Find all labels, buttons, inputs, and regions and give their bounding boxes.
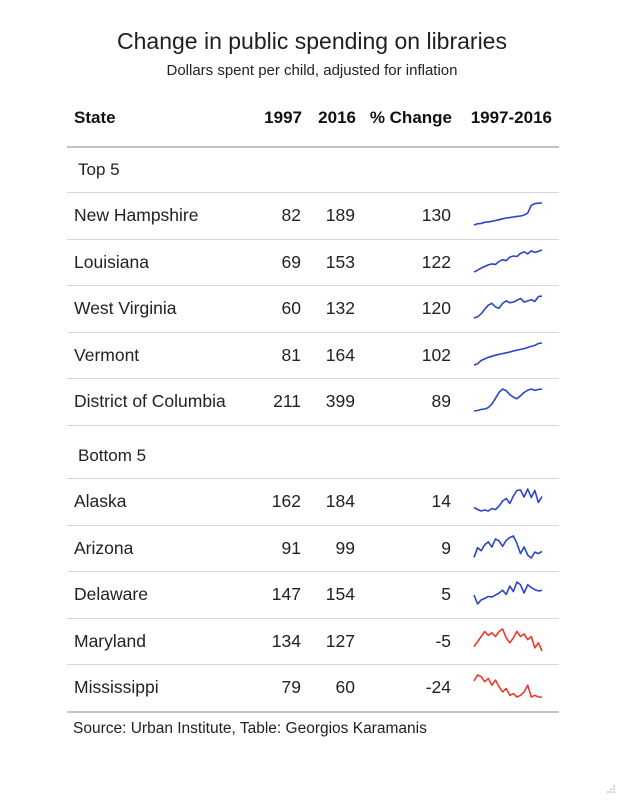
value-1997-cell: 82 [281,205,301,225]
value-1997-cell: 147 [271,584,301,604]
table-row: Louisiana 69 153 122 [67,239,559,285]
value-1997-cell: 81 [281,344,301,365]
sparkline [473,534,543,559]
source-note: Source: Urban Institute, Table: Georgios… [73,720,427,737]
sparkline-series [473,295,543,319]
value-2016-cell: 153 [325,251,355,272]
value-1997-cell: 211 [273,391,301,411]
sparkline-series [473,388,543,412]
value-2016-cell: 154 [325,584,355,604]
value-2016-cell: 132 [325,298,355,318]
row-divider [67,664,559,665]
sparkline [473,341,543,366]
percent-change-cell: 5 [441,584,451,604]
column-header-state: State [74,108,116,127]
sparkline [473,674,542,698]
sparkline-series [473,202,543,226]
state-cell: Maryland [74,630,146,651]
value-2016-cell: 127 [325,630,355,651]
sparkline-series [473,488,543,512]
sparkline-series [473,341,543,366]
sparkline [473,488,543,512]
chart-title: Change in public spending on libraries [117,28,507,54]
table-row: Delaware 147 154 5 [67,571,559,617]
state-cell: Mississippi [74,677,159,697]
table-row: Arizona 91 99 9 [67,525,559,571]
row-divider [67,478,559,479]
state-cell: West Virginia [74,298,177,318]
row-divider [67,424,559,426]
chart-subtitle: Dollars spent per child, adjusted for in… [166,62,458,79]
value-1997-cell: 79 [281,677,301,697]
value-1997-cell: 60 [281,298,301,318]
table-row: Vermont 81 164 102 [67,332,559,378]
sparkline [473,581,543,605]
table-row: West Virginia 60 132 120 [67,285,559,331]
state-cell: Louisiana [74,251,149,272]
percent-change-cell: 89 [431,391,451,411]
value-1997-cell: 69 [281,251,301,272]
sparkline [473,202,543,226]
column-header-change: % Change [369,108,452,127]
sparkline [473,388,543,412]
table-row: New Hampshire 82 189 130 [67,192,559,238]
sparkline-series [473,248,543,273]
percent-change-cell: -24 [425,677,451,697]
value-2016-cell: 184 [325,491,355,511]
row-divider [67,285,559,286]
row-divider [67,192,559,193]
group-label-top: Top 5 [78,160,120,179]
row-divider [67,571,559,572]
column-header-2016: 2016 [318,108,356,127]
value-2016-cell: 99 [335,537,355,558]
table-row: Maryland 134 127 -5 [67,618,559,664]
value-2016-cell: 60 [335,677,355,697]
state-cell: Vermont [74,344,140,365]
sparkline [473,248,543,273]
state-cell: Delaware [74,584,148,604]
sparkline-series [473,534,543,559]
percent-change-cell: 122 [421,251,451,272]
column-header-trend: 1997-2016 [470,108,552,127]
group-label-bottom: Bottom 5 [78,446,147,465]
footer-rule [67,711,559,713]
value-1997-cell: 134 [271,630,301,651]
table-row: Alaska 162 184 14 [67,478,559,524]
value-1997-cell: 162 [271,491,301,511]
value-2016-cell: 164 [325,344,355,365]
row-divider [67,378,559,379]
sparkline [473,627,543,651]
resize-grip-icon [607,785,615,793]
header-rule [67,146,559,148]
value-2016-cell: 189 [325,205,355,225]
row-divider [67,238,559,240]
value-1997-cell: 91 [281,537,301,558]
value-2016-cell: 399 [325,391,355,411]
table-row: District of Columbia 211 399 89 [67,378,559,424]
state-cell: Alaska [74,491,127,511]
sparkline [473,295,543,319]
state-cell: District of Columbia [74,391,226,411]
percent-change-cell: -5 [435,630,451,651]
sparkline-series [473,674,542,698]
percent-change-cell: 14 [431,491,451,511]
percent-change-cell: 9 [441,537,451,558]
percent-change-cell: 120 [421,298,451,318]
row-divider [67,331,559,333]
percent-change-cell: 102 [421,344,451,365]
sparkline-series [473,627,543,651]
column-header-1997: 1997 [264,108,302,127]
row-divider [67,617,559,619]
sparkline-series [473,581,543,605]
state-cell: New Hampshire [74,205,199,225]
state-cell: Arizona [74,537,134,558]
percent-change-cell: 130 [421,205,451,225]
row-divider [67,524,559,526]
table-row: Mississippi 79 60 -24 [67,664,559,710]
